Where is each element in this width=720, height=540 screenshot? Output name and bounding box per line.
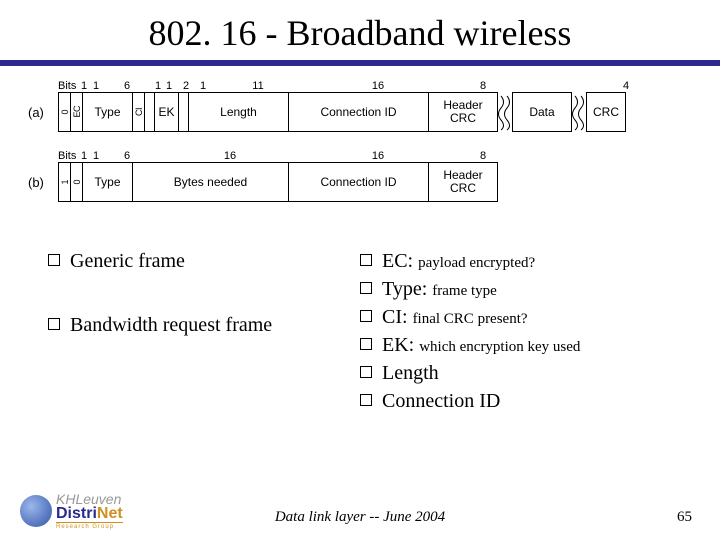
left-column: Generic frameBandwidth request frame <box>48 248 360 416</box>
slide-title: 802. 16 - Broadband wireless <box>28 12 692 54</box>
page-number: 65 <box>677 509 692 526</box>
diagram-b: Bits11616168(b)10TypeBytes neededConnect… <box>28 150 692 202</box>
title-bar <box>0 60 720 66</box>
logo-top: KHLeuven <box>56 492 123 506</box>
right-column: EC: payload encrypted?Type: frame typeCI… <box>360 248 672 416</box>
diagram-a: Bits116112111168 4(a)0ECTypeCIEKLengthCo… <box>28 80 692 132</box>
footer-text: Data link layer -- June 2004 <box>0 509 720 526</box>
frame-diagrams: Bits116112111168 4(a)0ECTypeCIEKLengthCo… <box>28 74 692 232</box>
content-columns: Generic frameBandwidth request frame EC:… <box>28 248 692 416</box>
